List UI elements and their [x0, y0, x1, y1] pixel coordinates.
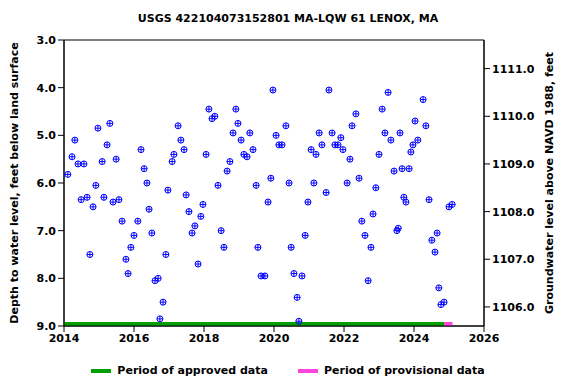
svg-text:1110.0: 1110.0: [492, 110, 535, 123]
svg-text:7.0: 7.0: [37, 225, 57, 238]
svg-text:2016: 2016: [119, 332, 150, 345]
svg-text:2026: 2026: [469, 332, 500, 345]
svg-text:2022: 2022: [329, 332, 360, 345]
svg-text:1109.0: 1109.0: [492, 158, 535, 171]
svg-text:9.0: 9.0: [37, 320, 57, 333]
svg-text:2020: 2020: [259, 332, 290, 345]
html-text:Period of provisional data: Period of provisional data: [324, 364, 485, 377]
svg-text:2014: 2014: [49, 332, 80, 345]
svg-text:8.0: 8.0: [37, 272, 57, 285]
html-text:USGS 422104073152801 MA-LQW 61: USGS 422104073152801 MA-LQW 61 LENOX, MA: [137, 12, 439, 25]
svg-text:3.0: 3.0: [37, 34, 57, 47]
svg-text:4.0: 4.0: [37, 82, 57, 95]
svg-text:1108.0: 1108.0: [492, 206, 535, 219]
svg-text:1111.0: 1111.0: [492, 63, 535, 76]
svg-text:6.0: 6.0: [37, 177, 57, 190]
svg-text:1106.0: 1106.0: [492, 301, 535, 314]
html-text:Depth to water level, feet bel: Depth to water level, feet below land su…: [8, 42, 21, 324]
svg-text:2024: 2024: [399, 332, 430, 345]
html-text:Period of approved data: Period of approved data: [117, 364, 268, 377]
html-text:Groundwater level above NAVD 1: Groundwater level above NAVD 1988, feet: [543, 52, 556, 314]
svg-text:2018: 2018: [189, 332, 220, 345]
svg-text:1107.0: 1107.0: [492, 253, 535, 266]
svg-text:5.0: 5.0: [37, 129, 57, 142]
